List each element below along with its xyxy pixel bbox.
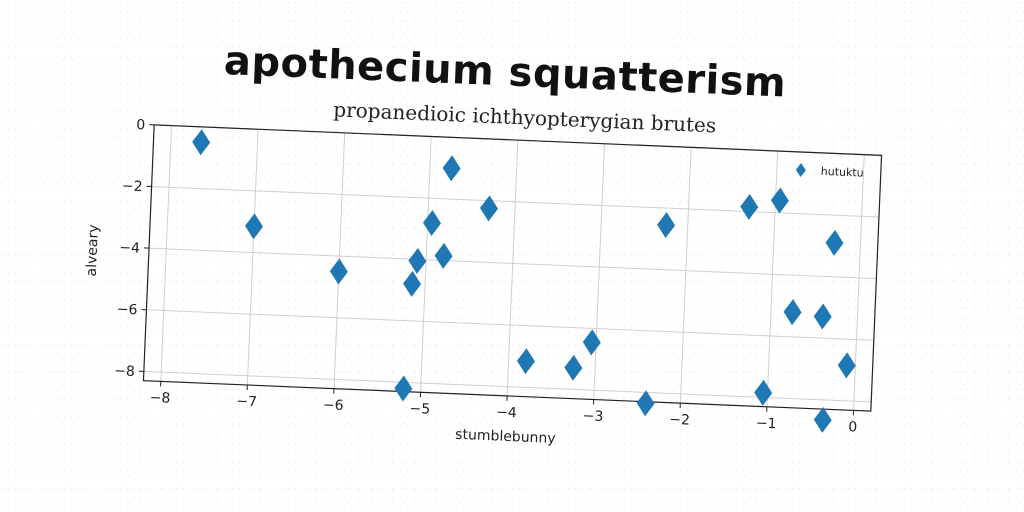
legend: hutuktu: [795, 163, 864, 180]
x-tick-label: −7: [236, 394, 257, 411]
data-point: [582, 329, 601, 356]
grid: [143, 124, 882, 411]
data-point: [245, 213, 264, 240]
x-tick-label: −8: [149, 390, 170, 407]
data-points: [192, 129, 856, 433]
data-point: [564, 354, 583, 381]
y-gridline: [143, 370, 872, 403]
x-tick-label: −6: [323, 397, 344, 414]
y-tick-label: −2: [122, 178, 143, 195]
data-point: [403, 270, 422, 297]
y-tick-label: −8: [114, 363, 135, 380]
data-point: [754, 379, 773, 406]
data-point: [192, 129, 211, 156]
data-point: [434, 242, 453, 269]
y-gridline: [148, 247, 877, 280]
x-gridline: [160, 125, 172, 382]
x-axis-label: stumblebunny: [455, 427, 556, 447]
x-gridline: [593, 143, 605, 400]
x-tick-label: −1: [756, 415, 777, 432]
x-gridline: [679, 147, 692, 404]
x-gridline: [853, 154, 865, 411]
data-point: [516, 348, 535, 375]
data-point: [479, 195, 498, 222]
data-point: [329, 258, 348, 285]
x-gridline: [506, 140, 519, 396]
data-point: [813, 303, 832, 330]
y-gridline: [151, 186, 879, 218]
x-tick-label: 0: [848, 419, 858, 435]
legend-marker: [795, 163, 806, 177]
x-gridline: [766, 150, 779, 407]
x-gridline: [420, 136, 432, 393]
data-point: [825, 229, 844, 256]
legend-label: hutuktu: [821, 165, 864, 180]
y-tick-label: −4: [119, 240, 140, 257]
data-point: [422, 209, 441, 236]
data-point: [636, 390, 655, 417]
data-point: [770, 187, 789, 214]
x-tick-label: −2: [669, 412, 690, 429]
data-point: [740, 193, 759, 220]
x-gridline: [246, 129, 259, 386]
data-point: [813, 406, 832, 433]
y-tick-label: 0: [136, 117, 146, 133]
x-tick-label: −3: [582, 408, 603, 425]
x-tick-label: −5: [409, 401, 430, 418]
data-point: [442, 155, 461, 182]
data-point: [783, 299, 802, 326]
data-point: [837, 352, 856, 379]
y-gridline: [146, 309, 874, 341]
chart-subtitle: propanedioic ichthyopterygian brutes: [333, 97, 717, 137]
y-axis-label: alveary: [84, 224, 102, 277]
axis-ticks: −8 −7 −6 −5 −4 −3 −2 −1 0 0 −2 −4 −6 −8: [114, 117, 858, 435]
x-tick-label: −4: [496, 404, 517, 421]
y-tick-label: −6: [116, 302, 137, 319]
data-point: [394, 375, 413, 402]
data-point: [657, 212, 676, 239]
data-point: [408, 247, 427, 274]
